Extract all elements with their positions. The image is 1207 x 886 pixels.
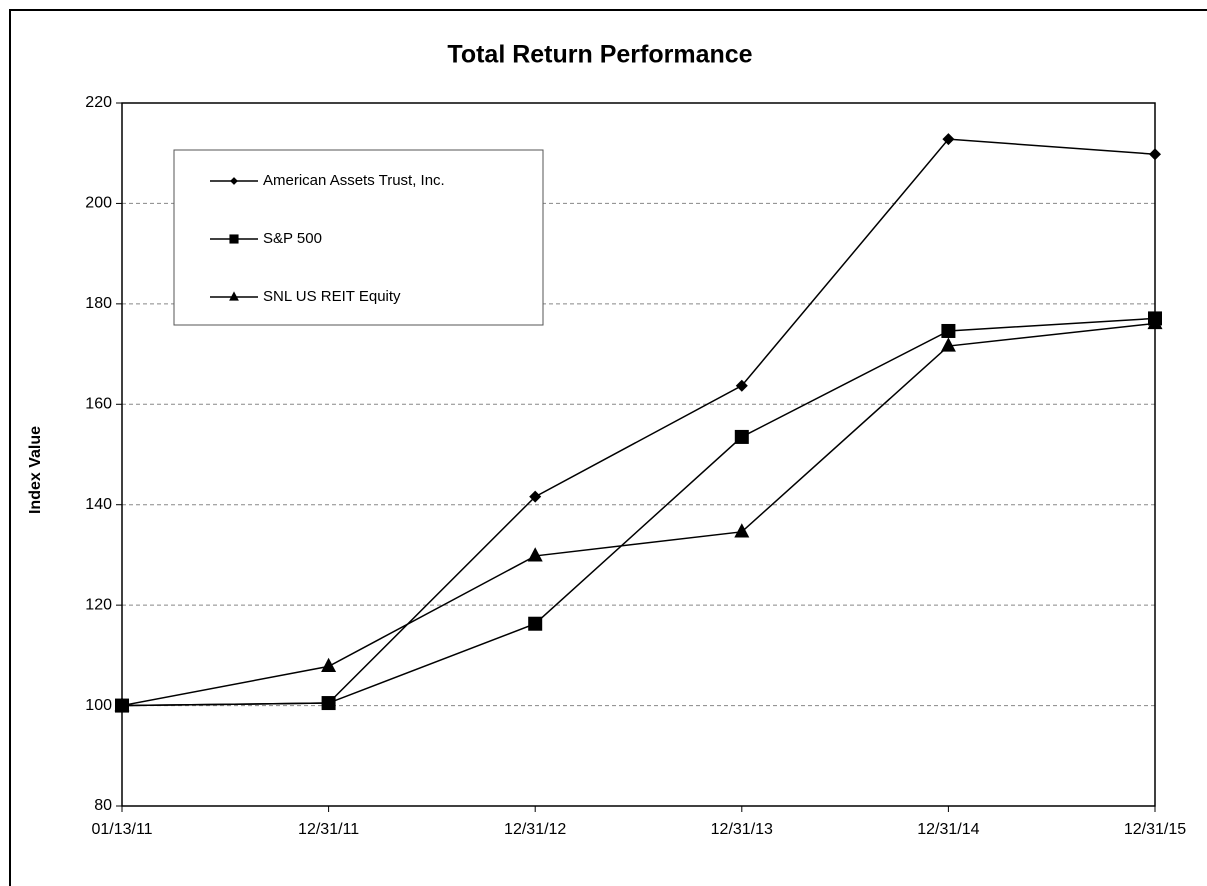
chart-title: Total Return Performance [447, 41, 752, 69]
legend-marker [229, 234, 239, 244]
data-point [1149, 148, 1161, 161]
legend-marker [230, 177, 238, 185]
data-point [734, 523, 750, 538]
y-tick-label: 120 [85, 596, 112, 613]
data-point [1147, 314, 1163, 330]
legend-label: S&P 500 [263, 230, 322, 247]
x-tick-label: 12/31/15 [1124, 821, 1186, 838]
y-tick-label: 220 [85, 94, 112, 111]
y-axis-label: Index Value [27, 426, 44, 514]
chart-frame [9, 9, 1207, 886]
legend-marker [229, 291, 239, 301]
data-point [735, 379, 748, 392]
legend-label: SNL US REIT Equity [263, 288, 401, 305]
data-point [114, 696, 130, 712]
x-tick-label: 12/31/11 [298, 821, 359, 838]
x-tick-label: 12/31/12 [504, 821, 566, 838]
plot-area [121, 102, 1156, 807]
y-tick-label: 180 [85, 295, 112, 312]
x-tick-label: 01/13/11 [91, 821, 152, 838]
data-point [734, 429, 749, 444]
data-point [527, 547, 543, 562]
y-tick-label: 140 [85, 496, 112, 513]
series-line [121, 317, 1156, 707]
x-tick-label: 12/31/14 [917, 821, 979, 838]
y-tick-label: 100 [85, 697, 112, 714]
data-point [942, 133, 955, 146]
y-tick-label: 80 [94, 797, 112, 814]
data-point [528, 616, 543, 631]
data-point [321, 657, 337, 673]
data-point [321, 696, 336, 711]
legend-label: American Assets Trust, Inc. [263, 172, 445, 189]
y-tick-label: 200 [85, 195, 112, 212]
data-point [940, 337, 956, 352]
series-line [121, 322, 1156, 707]
y-tick-label: 160 [85, 396, 112, 413]
x-tick-label: 12/31/13 [711, 821, 773, 838]
data-point [529, 490, 542, 503]
data-point [941, 323, 956, 338]
